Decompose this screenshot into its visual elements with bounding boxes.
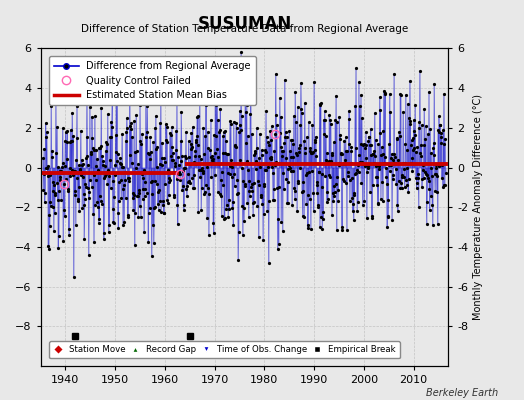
Text: Difference of Station Temperature Data from Regional Average: Difference of Station Temperature Data f… [81,24,408,34]
Legend: Station Move, Record Gap, Time of Obs. Change, Empirical Break: Station Move, Record Gap, Time of Obs. C… [49,341,400,358]
Title: SUSUMAN: SUSUMAN [198,15,292,33]
Text: Berkeley Earth: Berkeley Earth [425,388,498,398]
Y-axis label: Monthly Temperature Anomaly Difference (°C): Monthly Temperature Anomaly Difference (… [473,94,483,320]
